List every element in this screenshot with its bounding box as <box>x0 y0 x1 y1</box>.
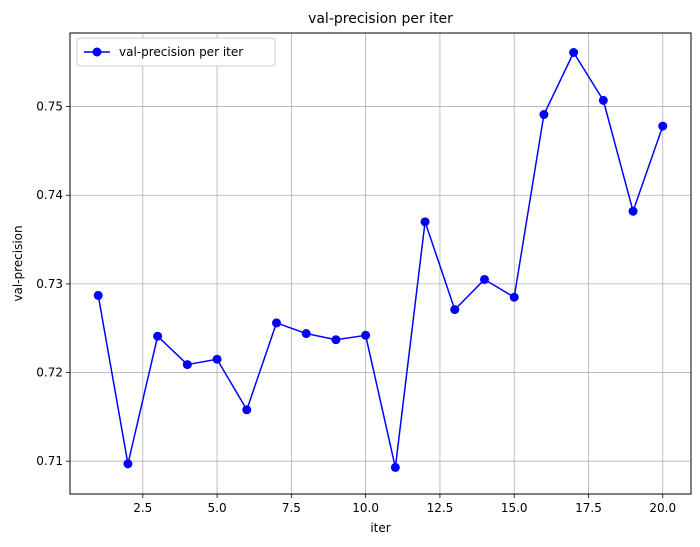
x-tick-label: 7.5 <box>282 501 301 515</box>
legend-box <box>76 37 276 67</box>
data-point <box>539 110 549 120</box>
y-axis-label: val-precision <box>11 225 25 301</box>
legend-label: val-precision per iter <box>119 45 243 59</box>
data-point <box>420 217 430 227</box>
y-tick-label: 0.72 <box>36 366 63 380</box>
data-point <box>479 274 489 284</box>
x-tick-label: 15.0 <box>501 501 528 515</box>
data-point <box>242 405 252 415</box>
data-point <box>628 206 638 216</box>
y-tick-label: 0.71 <box>36 454 63 468</box>
x-tick-label: 10.0 <box>352 501 379 515</box>
x-tick-label: 12.5 <box>427 501 454 515</box>
data-point <box>569 48 579 58</box>
data-point <box>93 290 103 300</box>
y-tick-label: 0.73 <box>36 277 63 291</box>
y-tick-label: 0.75 <box>36 100 63 114</box>
legend-marker-sample <box>92 47 102 57</box>
data-point <box>123 459 133 469</box>
data-point <box>301 329 311 339</box>
x-tick-label: 5.0 <box>208 501 227 515</box>
data-point <box>212 354 222 364</box>
x-axis-label: iter <box>370 521 390 535</box>
data-point <box>450 305 460 315</box>
axes: 2.5 5.0 7.5 10.0 12.5 15.0 17.5 20.0 0.71 0.72 0.7… <box>36 100 676 515</box>
data-point <box>509 292 519 302</box>
chart-title: val-precision per iter <box>308 11 453 27</box>
x-tick-label: 17.5 <box>575 501 602 515</box>
data-point <box>598 95 608 105</box>
series-line <box>97 51 664 469</box>
y-tick-label: 0.74 <box>36 188 63 202</box>
data-point <box>361 330 371 340</box>
data-point <box>331 335 341 345</box>
data-point <box>390 462 400 472</box>
data-point <box>658 121 668 131</box>
x-tick-label: 2.5 <box>133 501 152 515</box>
data-point <box>272 318 282 328</box>
legend: val-precision per iter <box>76 37 276 67</box>
x-tick-label: 20.0 <box>649 501 676 515</box>
plot-frame <box>69 32 692 495</box>
data-point <box>153 331 163 341</box>
plot-data <box>93 48 668 472</box>
data-point <box>182 360 192 370</box>
